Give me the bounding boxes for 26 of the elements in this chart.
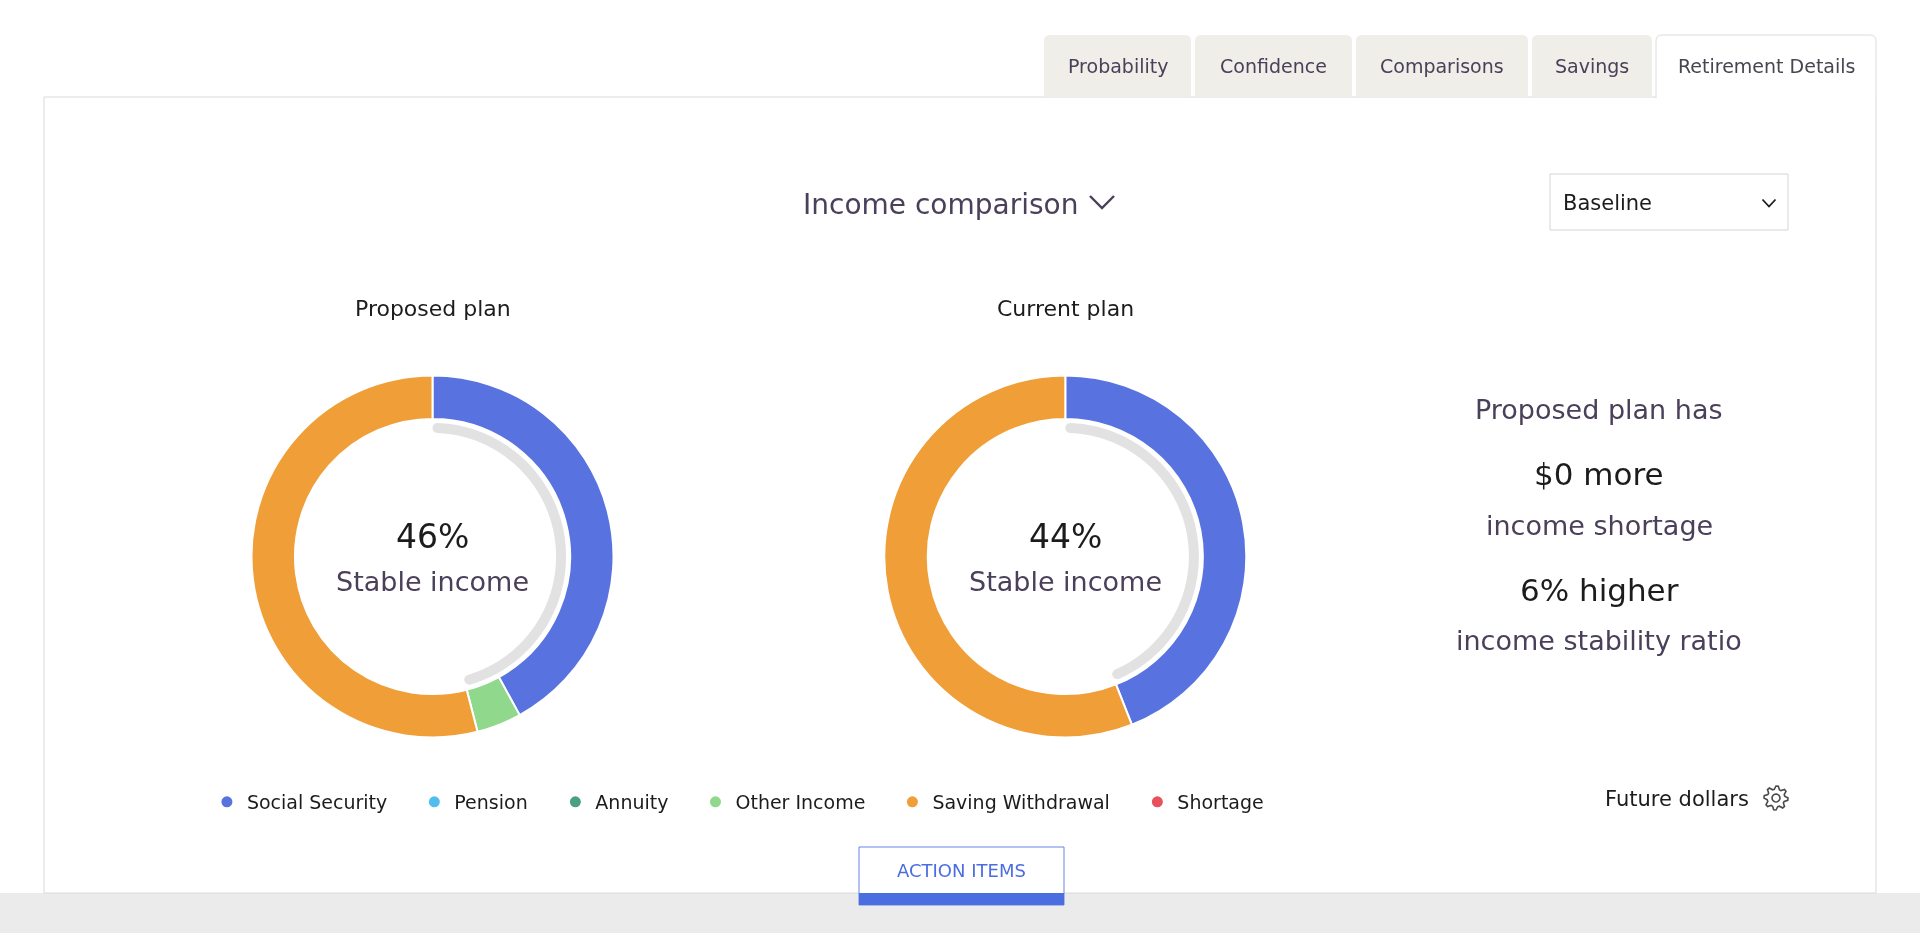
text: ACTION ITEMS [897, 860, 1026, 881]
text: Proposed plan has [1475, 394, 1723, 425]
text: 6% higher [1520, 572, 1679, 608]
legend-label: Social Security [246, 791, 388, 814]
legend-label: Other Income [735, 791, 866, 814]
legend-label: Saving Withdrawal [932, 791, 1110, 814]
legend-label: Annuity [595, 791, 669, 814]
data-label: 46% [396, 517, 470, 556]
data-label: 44% [1029, 517, 1103, 556]
text: Stable income [336, 566, 529, 597]
slice-label: Current plan [997, 296, 1135, 321]
text: Confidence [1220, 55, 1327, 77]
legend-label: Shortage [1177, 791, 1264, 814]
text: Probability [1068, 55, 1169, 77]
text: Baseline [1563, 191, 1653, 215]
text: Stable income [969, 566, 1162, 597]
text: income shortage [1486, 510, 1714, 541]
text: Future dollars [1605, 787, 1749, 811]
text: Savings [1555, 55, 1630, 77]
text: Comparisons [1380, 55, 1504, 77]
text: Retirement Details [1678, 55, 1856, 77]
text: income stability ratio [1456, 625, 1742, 656]
text: $0 more [1534, 456, 1664, 492]
slice-label: Proposed plan [355, 296, 511, 321]
legend-label: Pension [454, 791, 528, 814]
text: Income comparison [803, 188, 1079, 221]
